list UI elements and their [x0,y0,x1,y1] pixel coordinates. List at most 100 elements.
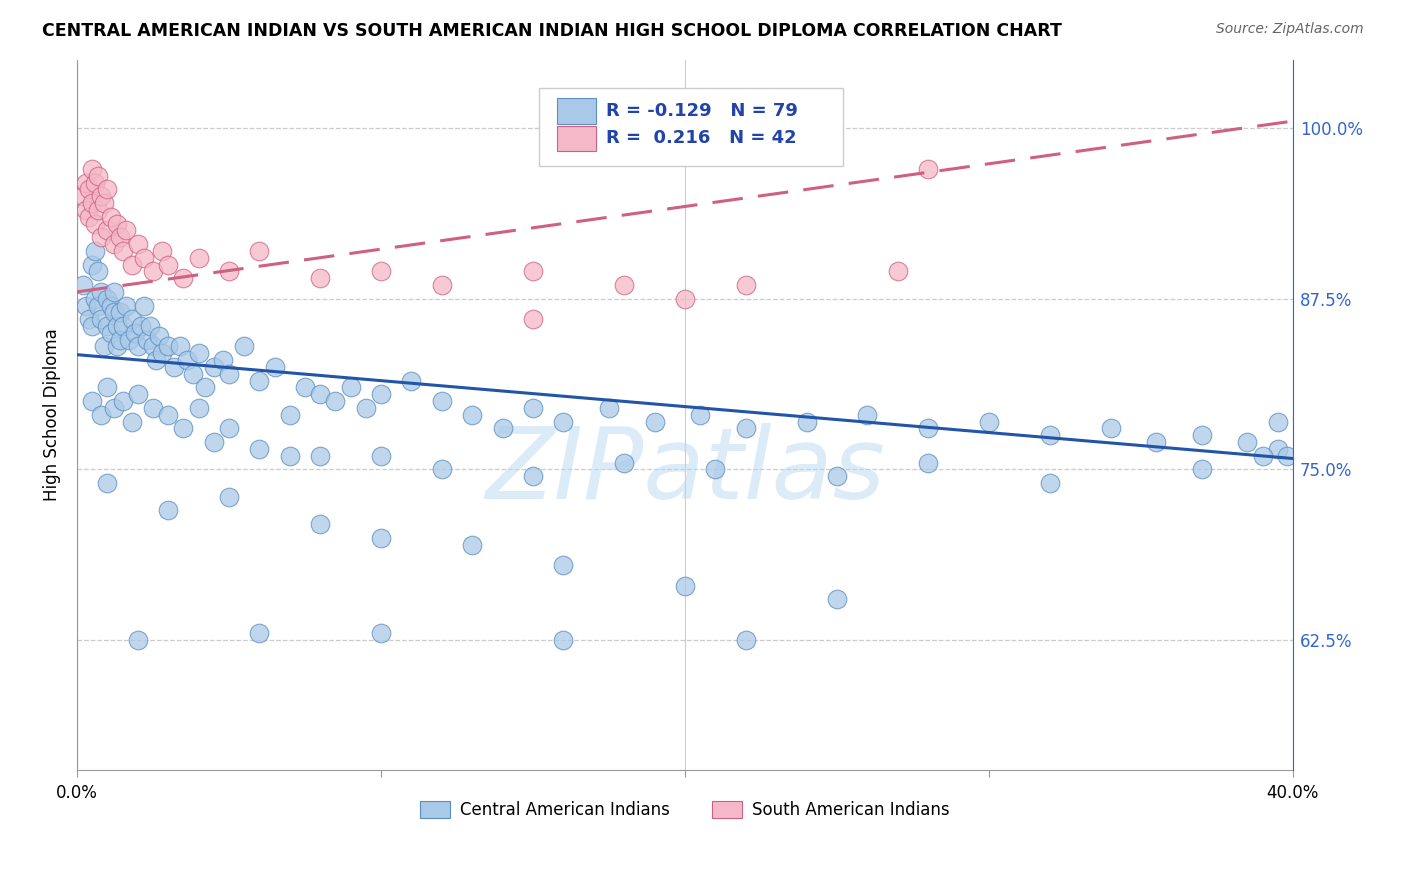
Point [218,490,240,504]
Point [370,626,392,640]
Point [132,298,155,312]
Point [187,401,209,415]
Point [1267,442,1289,456]
Point [93,339,115,353]
Point [309,387,332,401]
Point [121,312,143,326]
Point [75,176,97,190]
Point [87,169,110,183]
Point [339,380,361,394]
Point [1191,428,1213,442]
Point [157,339,180,353]
Point [613,456,636,470]
Point [249,374,271,388]
Point [82,258,104,272]
Point [294,380,316,394]
Point [90,189,112,203]
Point [917,161,939,176]
Point [1236,435,1258,450]
Point [249,442,271,456]
Point [132,251,155,265]
Point [114,298,136,312]
Point [157,503,180,517]
Point [187,346,209,360]
Point [72,189,94,203]
Point [1039,428,1062,442]
Point [82,318,104,333]
Point [461,408,484,422]
Point [96,223,118,237]
Point [309,449,332,463]
Point [218,421,240,435]
Point [145,353,167,368]
Point [704,462,727,476]
Point [263,359,285,374]
Point [114,223,136,237]
Point [430,462,453,476]
Point [1039,476,1062,491]
FancyBboxPatch shape [538,88,844,166]
Point [148,328,170,343]
Point [1275,449,1298,463]
Y-axis label: High School Diploma: High School Diploma [44,328,60,501]
Point [108,305,131,319]
Point [121,415,143,429]
Point [172,421,194,435]
Point [84,244,107,258]
Point [100,298,122,312]
Point [977,415,1000,429]
Point [127,633,149,648]
Text: Source: ZipAtlas.com: Source: ZipAtlas.com [1216,22,1364,37]
Point [249,626,271,640]
Point [90,230,112,244]
Point [118,333,141,347]
Point [673,292,696,306]
Point [100,326,122,340]
Point [796,415,818,429]
Point [673,578,696,592]
Point [82,394,104,409]
FancyBboxPatch shape [557,126,596,152]
Point [887,264,910,278]
Point [87,264,110,278]
Point [124,326,146,340]
Point [103,305,125,319]
Point [100,210,122,224]
Point [1144,435,1167,450]
Point [212,353,235,368]
Point [93,196,115,211]
Point [734,633,756,648]
Point [689,408,711,422]
Point [825,469,848,483]
Point [644,415,666,429]
Point [233,339,256,353]
Point [176,353,198,368]
Point [90,408,112,422]
Point [84,176,107,190]
Point [127,339,149,353]
Point [108,333,131,347]
Point [139,318,162,333]
Point [105,339,128,353]
Point [84,292,107,306]
Point [1267,415,1289,429]
FancyBboxPatch shape [557,98,596,123]
Point [90,312,112,326]
Point [129,318,152,333]
Point [142,401,165,415]
Point [194,380,217,394]
Point [430,278,453,293]
Point [77,312,100,326]
Point [522,264,544,278]
Text: R = -0.129   N = 79: R = -0.129 N = 79 [606,102,797,120]
Point [917,456,939,470]
Point [325,394,347,409]
Point [430,394,453,409]
Point [309,517,332,532]
Point [461,538,484,552]
Point [150,346,173,360]
Point [354,401,377,415]
Point [1099,421,1122,435]
Point [202,359,225,374]
Legend: Central American Indians, South American Indians: Central American Indians, South American… [413,794,956,826]
